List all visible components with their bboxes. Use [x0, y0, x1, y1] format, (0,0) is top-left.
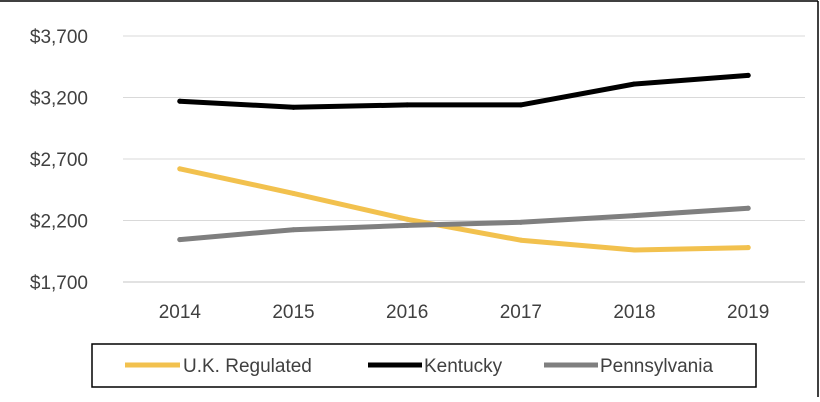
data-point-kentucky: [404, 102, 410, 108]
data-point-kentucky: [745, 72, 751, 78]
x-tick-label: 2019: [727, 302, 769, 323]
x-tick-label: 2015: [272, 302, 314, 323]
data-point-u-k-regulated: [404, 216, 410, 222]
y-tick-label: $2,700: [30, 150, 88, 171]
data-point-kentucky: [177, 98, 183, 104]
data-point-kentucky: [291, 104, 296, 110]
series-line-u-k-regulated: [177, 166, 751, 253]
y-tick-label: $3,200: [30, 89, 88, 110]
y-axis-tick-labels: $1,700 $2,200 $2,700 $3,200 $3,700: [30, 27, 88, 294]
y-tick-label: $2,200: [30, 212, 88, 233]
data-point-u-k-regulated: [291, 190, 296, 196]
x-tick-label: 2017: [500, 302, 542, 323]
legend: U.K. Regulated Kentucky Pennsylvania: [91, 343, 757, 388]
y-tick-label: $1,700: [30, 273, 88, 294]
series-line-pennsylvania: [177, 205, 751, 243]
data-point-pennsylvania: [518, 219, 524, 225]
legend-label-kentucky: Kentucky: [424, 356, 503, 377]
data-point-pennsylvania: [632, 213, 637, 219]
x-tick-label: 2014: [159, 302, 202, 323]
legend-label-uk-regulated: U.K. Regulated: [183, 356, 312, 377]
legend-box: [91, 343, 757, 388]
grid-lines: [123, 35, 805, 221]
data-point-pennsylvania: [177, 237, 183, 243]
data-point-pennsylvania: [404, 222, 410, 228]
data-point-pennsylvania: [745, 205, 751, 211]
x-tick-label: 2016: [386, 302, 428, 323]
data-point-u-k-regulated: [177, 166, 183, 172]
series-lines: [177, 72, 751, 253]
x-tick-label: 2018: [613, 302, 655, 323]
series-line-kentucky: [177, 72, 751, 110]
data-point-pennsylvania: [291, 227, 296, 233]
y-tick-label: $3,700: [30, 27, 88, 48]
x-axis-tick-labels: 2014 2015 2016 2017 2018 2019: [159, 302, 770, 323]
data-point-kentucky: [518, 102, 524, 108]
data-point-u-k-regulated: [745, 245, 751, 251]
data-point-u-k-regulated: [632, 247, 637, 253]
data-point-u-k-regulated: [518, 237, 524, 243]
legend-label-pennsylvania: Pennsylvania: [600, 356, 713, 377]
data-point-kentucky: [632, 81, 637, 87]
